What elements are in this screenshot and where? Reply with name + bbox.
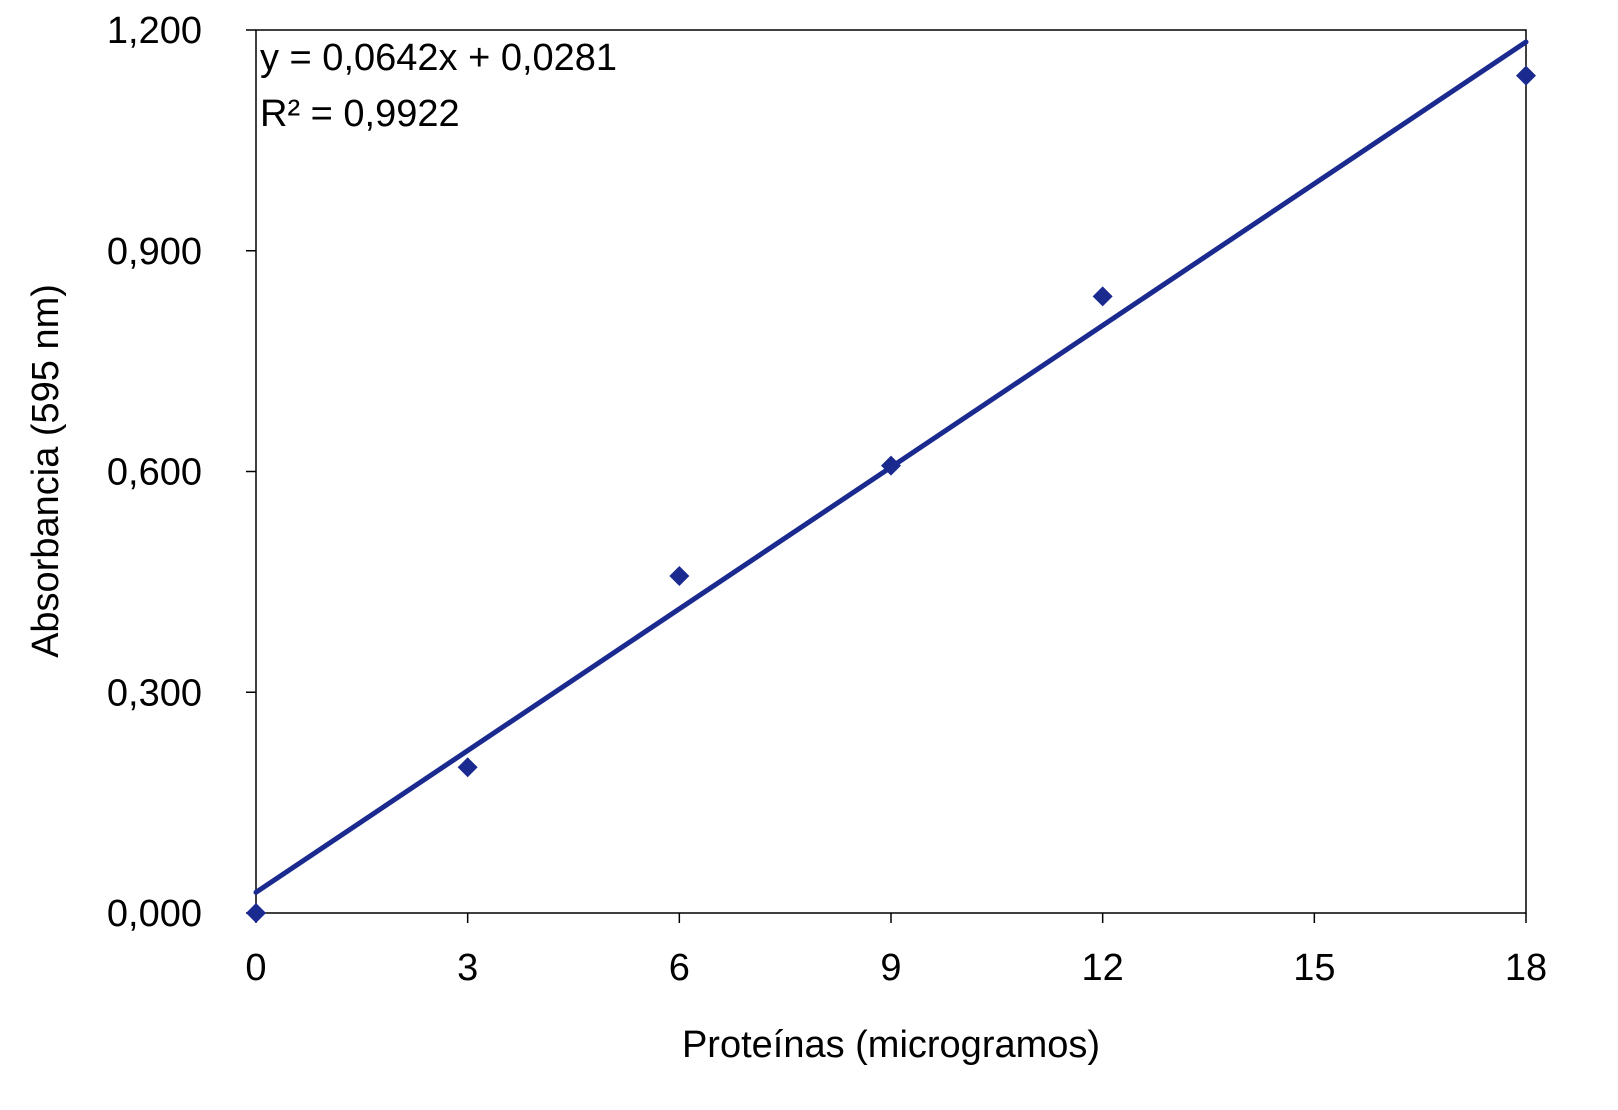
y-tick-label: 0,000 bbox=[107, 893, 202, 935]
x-tick-label: 3 bbox=[457, 947, 478, 989]
y-tick-label: 0,300 bbox=[107, 672, 202, 714]
r-squared-label: R² = 0,9922 bbox=[260, 93, 460, 135]
y-axis: 0,000 0,300 0,600 0,900 1,200 bbox=[107, 10, 256, 935]
x-tick-label: 6 bbox=[669, 947, 690, 989]
x-tick-label: 0 bbox=[245, 947, 266, 989]
x-tick-label: 18 bbox=[1505, 947, 1547, 989]
equation-label: y = 0,0642x + 0,0281 bbox=[260, 37, 617, 79]
y-tick-label: 1,200 bbox=[107, 10, 202, 52]
x-tick-label: 9 bbox=[880, 947, 901, 989]
y-tick-label: 0,600 bbox=[107, 452, 202, 494]
y-tick-label: 0,900 bbox=[107, 231, 202, 273]
x-tick-label: 12 bbox=[1082, 947, 1124, 989]
x-tick-label: 15 bbox=[1293, 947, 1335, 989]
y-axis-title: Absorbancia (595 nm) bbox=[25, 284, 67, 658]
x-axis: 0 3 6 9 12 15 18 bbox=[245, 913, 1547, 989]
x-axis-title: Proteínas (microgramos) bbox=[682, 1024, 1100, 1066]
